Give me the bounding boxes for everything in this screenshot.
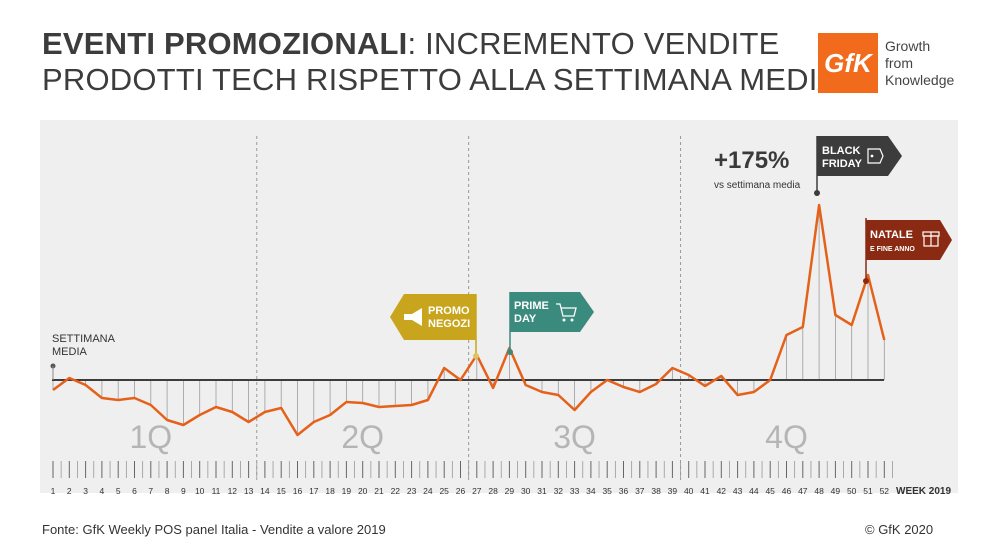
quarter-label: 3Q <box>553 419 596 455</box>
week-label: 31 <box>537 486 547 496</box>
baseline-label-1: SETTIMANA <box>52 333 116 345</box>
week-label: 51 <box>863 486 873 496</box>
week-label: 34 <box>586 486 596 496</box>
week-label: 11 <box>212 486 221 496</box>
natale-label-1: NATALE <box>870 229 913 241</box>
week-label: 38 <box>651 486 661 496</box>
week-label: 46 <box>782 486 792 496</box>
week-label: 8 <box>165 486 170 496</box>
week-label: 22 <box>391 486 401 496</box>
week-label: 12 <box>228 486 238 496</box>
promo-negozi-label-2: NEGOZI <box>428 318 470 330</box>
week-label: 7 <box>148 486 153 496</box>
week-label: 14 <box>260 486 270 496</box>
week-label: 47 <box>798 486 808 496</box>
week-label: 42 <box>717 486 727 496</box>
prime-day-marker <box>507 349 513 355</box>
week-label: 50 <box>847 486 857 496</box>
week-label: 28 <box>488 486 498 496</box>
week-label: 30 <box>521 486 531 496</box>
week-label: 10 <box>195 486 205 496</box>
title-rest: : INCREMENTO VENDITE <box>407 26 780 61</box>
gift-icon <box>922 231 940 247</box>
week-label: 17 <box>309 486 319 496</box>
tag-icon <box>867 148 884 164</box>
week-label: 13 <box>244 486 254 496</box>
peak-subtitle: vs settimana media <box>714 180 801 191</box>
prime-day-label-1: PRIME <box>514 300 549 312</box>
black-friday-label-1: BLACK <box>822 145 861 157</box>
black-friday-flag <box>817 136 902 176</box>
week-label: 43 <box>733 486 743 496</box>
natale-marker <box>863 278 869 284</box>
black-friday-marker <box>814 190 820 196</box>
week-label: 2 <box>67 486 72 496</box>
week-label: 45 <box>765 486 775 496</box>
quarter-label: 1Q <box>129 419 172 455</box>
week-label: 19 <box>342 486 352 496</box>
gfk-logo: GfK <box>818 33 878 93</box>
prime-day-label-2: DAY <box>514 313 537 325</box>
natale-flag <box>866 220 952 260</box>
tagline-line: from <box>885 55 913 71</box>
series-line <box>52 203 886 437</box>
week-label: 23 <box>407 486 417 496</box>
week-label: 26 <box>456 486 466 496</box>
week-label: 24 <box>423 486 433 496</box>
week-label: 21 <box>374 486 384 496</box>
page-title: EVENTI PROMOZIONALI: INCREMENTO VENDITE … <box>42 26 838 98</box>
megaphone-icon <box>404 308 422 326</box>
tagline-line: Knowledge <box>885 72 955 88</box>
week-label: 9 <box>181 486 186 496</box>
week-label: 41 <box>700 486 710 496</box>
title-bold: EVENTI PROMOZIONALI <box>42 26 408 61</box>
week-label: 48 <box>814 486 824 496</box>
quarter-label: 2Q <box>341 419 384 455</box>
quarter-label: 4Q <box>765 419 808 455</box>
prime-day-flag <box>510 292 594 332</box>
promo-negozi-marker <box>473 353 479 359</box>
week-label: 32 <box>554 486 564 496</box>
week-label: 52 <box>880 486 890 496</box>
week-label: 6 <box>132 486 137 496</box>
week-label: 37 <box>635 486 645 496</box>
week-label: 36 <box>619 486 629 496</box>
title-line-1: EVENTI PROMOZIONALI: INCREMENTO VENDITE <box>42 26 838 62</box>
baseline-label-2: MEDIA <box>52 346 88 358</box>
black-friday-label-2: FRIDAY <box>822 158 863 170</box>
week-label: 29 <box>505 486 515 496</box>
source-note: Fonte: GfK Weekly POS panel Italia - Ven… <box>42 522 386 537</box>
week-label: 25 <box>439 486 449 496</box>
cart-icon <box>556 303 577 322</box>
peak-value: +175% <box>714 147 789 174</box>
week-label: 35 <box>602 486 612 496</box>
week-label: 39 <box>668 486 678 496</box>
week-label: 4 <box>100 486 105 496</box>
week-label: 27 <box>472 486 482 496</box>
promo-negozi-flag <box>390 294 476 340</box>
week-label: 3 <box>83 486 88 496</box>
copyright: © GfK 2020 <box>865 522 934 537</box>
brand-tagline: Growth from Knowledge <box>885 38 954 89</box>
title-line-2: PRODOTTI TECH RISPETTO ALLA SETTIMANA ME… <box>42 62 839 97</box>
week-label: 5 <box>116 486 121 496</box>
week-label: 44 <box>749 486 759 496</box>
natale-label-2: E FINE ANNO <box>870 246 915 253</box>
tagline-line: Growth <box>885 38 931 54</box>
week-label: 40 <box>684 486 694 496</box>
promo-negozi-label-1: PROMO <box>428 305 470 317</box>
week-label: 20 <box>358 486 368 496</box>
week-label: 16 <box>293 486 303 496</box>
week-label: 49 <box>831 486 841 496</box>
week-label: 18 <box>325 486 335 496</box>
x-axis-label: WEEK 2019 <box>896 486 951 497</box>
week-label: 33 <box>570 486 580 496</box>
week-label: 15 <box>276 486 286 496</box>
week-label: 1 <box>51 486 56 496</box>
